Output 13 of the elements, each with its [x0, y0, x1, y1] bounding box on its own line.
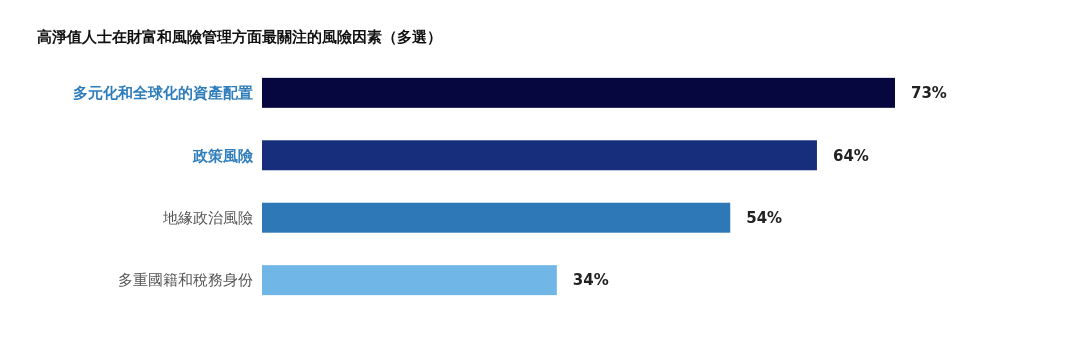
data-label: 73%: [911, 84, 947, 103]
bar: [262, 265, 557, 296]
data-label: 64%: [832, 146, 869, 165]
data-label: 54%: [746, 208, 783, 227]
bar: [262, 140, 817, 171]
bar: [262, 77, 895, 108]
bar: [262, 202, 731, 233]
y-tick-label: 地緣政治風險: [162, 208, 253, 227]
data-label: 34%: [572, 271, 609, 290]
chart-title: 高淨值人士在財富和風險管理方面最關注的風險因素（多選）: [37, 28, 442, 46]
y-tick-label: 政策風險: [192, 146, 254, 165]
y-tick-label: 多元化和全球化的資產配置: [73, 84, 253, 103]
y-tick-label: 多重國籍和稅務身份: [118, 271, 253, 290]
